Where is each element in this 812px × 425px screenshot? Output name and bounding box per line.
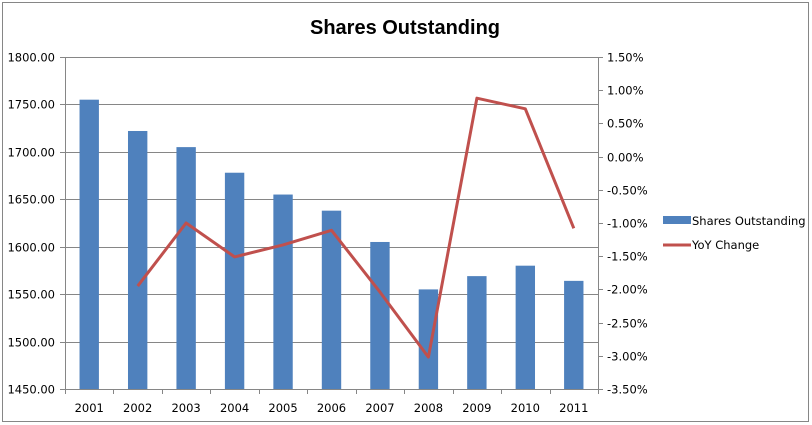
bar-2009 [467, 276, 487, 389]
bar-series-shares-outstanding [79, 99, 584, 389]
legend-label-yoy-change: YoY Change [691, 238, 759, 252]
x-axis-label: 2005 [268, 401, 297, 415]
right-axis-label: -3.00% [607, 350, 648, 364]
line-series-yoy-change [136, 96, 576, 359]
right-axis-label: 0.50% [607, 117, 644, 131]
bar-2003 [176, 147, 196, 389]
x-axis-label: 2006 [317, 401, 346, 415]
left-axis-label: 1650.00 [7, 193, 55, 207]
left-axis-label: 1800.00 [7, 51, 55, 65]
bar-2011 [564, 280, 584, 389]
x-axis-label: 2002 [123, 401, 152, 415]
left-axis-label: 1750.00 [7, 98, 55, 112]
legend-swatch-shares-outstanding [663, 216, 691, 224]
bar-2002 [127, 130, 148, 389]
left-axis-label: 1700.00 [7, 146, 55, 160]
bar-2007 [370, 241, 390, 389]
right-axis-label: -2.50% [607, 317, 648, 331]
right-axis-label: 1.00% [607, 84, 644, 98]
left-axis-label: 1500.00 [7, 336, 55, 350]
bar-2001 [79, 99, 99, 389]
x-axis-label: 2001 [75, 401, 104, 415]
bar-2008 [418, 289, 439, 389]
axes [60, 57, 603, 394]
left-axis-labels: 1450.00 1500.00 1550.00 1600.00 1650.00 1700.… [7, 51, 55, 397]
x-axis-label: 2003 [171, 401, 200, 415]
right-axis-label: -3.50% [607, 383, 648, 397]
x-axis-label: 2004 [220, 401, 249, 415]
legend: Shares Outstanding YoY Change [663, 214, 806, 252]
bar-2004 [224, 172, 245, 389]
left-axis-label: 1600.00 [7, 241, 55, 255]
chart-title: Shares Outstanding [310, 17, 500, 39]
left-axis-label: 1450.00 [7, 383, 55, 397]
right-axis-label: 1.50% [607, 51, 644, 65]
x-axis-label: 2011 [559, 401, 588, 415]
x-axis-labels: 2001 2002 2003 2004 2005 2006 2007 2008 2009 2010… [75, 401, 589, 415]
right-axis-label: -1.00% [607, 217, 648, 231]
yoy-change-line [136, 96, 576, 359]
right-axis-label: -2.00% [607, 283, 648, 297]
legend-label-shares-outstanding: Shares Outstanding [692, 214, 806, 228]
bar-2005 [273, 194, 293, 389]
x-axis-label: 2008 [414, 401, 443, 415]
right-axis-labels: -3.50% -3.00% -2.50% -2.00% -1.50% -1.00% -0.5… [607, 51, 648, 397]
x-axis-label: 2009 [462, 401, 491, 415]
right-axis-label: -0.50% [607, 184, 648, 198]
left-axis-label: 1550.00 [7, 288, 55, 302]
x-axis-label: 2007 [365, 401, 394, 415]
right-axis-label: 0.00% [607, 151, 644, 165]
x-axis-label: 2010 [511, 401, 540, 415]
bar-2010 [515, 265, 536, 389]
right-axis-label: -1.50% [607, 250, 648, 264]
bar-2006 [321, 210, 342, 389]
